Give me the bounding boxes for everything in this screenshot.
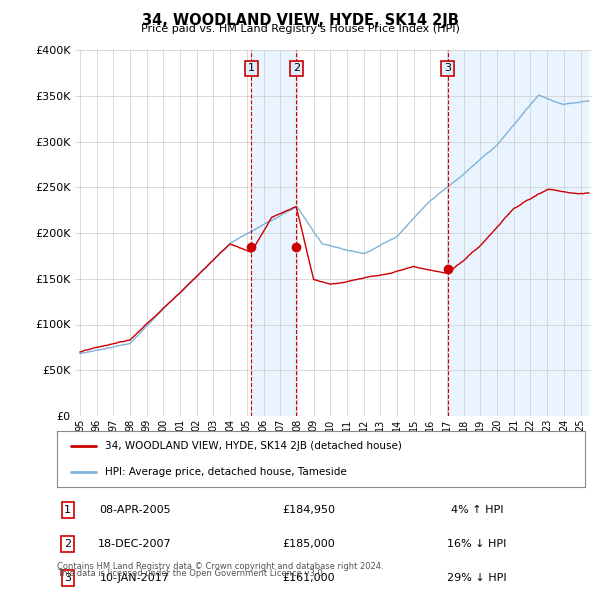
Text: 29% ↓ HPI: 29% ↓ HPI <box>447 573 507 583</box>
Text: 3: 3 <box>64 573 71 583</box>
Text: 34, WOODLAND VIEW, HYDE, SK14 2JB: 34, WOODLAND VIEW, HYDE, SK14 2JB <box>142 13 458 28</box>
Bar <box>251 50 296 416</box>
Text: 2: 2 <box>64 539 71 549</box>
Text: HPI: Average price, detached house, Tameside: HPI: Average price, detached house, Tame… <box>104 467 346 477</box>
Text: 1: 1 <box>64 505 71 514</box>
Bar <box>448 50 589 416</box>
Text: This data is licensed under the Open Government Licence v3.0.: This data is licensed under the Open Gov… <box>57 569 325 578</box>
Text: 3: 3 <box>444 64 451 73</box>
Text: Price paid vs. HM Land Registry's House Price Index (HPI): Price paid vs. HM Land Registry's House … <box>140 24 460 34</box>
Text: 10-JAN-2017: 10-JAN-2017 <box>100 573 170 583</box>
Text: 18-DEC-2007: 18-DEC-2007 <box>98 539 172 549</box>
Text: 34, WOODLAND VIEW, HYDE, SK14 2JB (detached house): 34, WOODLAND VIEW, HYDE, SK14 2JB (detac… <box>104 441 401 451</box>
Text: 4% ↑ HPI: 4% ↑ HPI <box>451 505 503 514</box>
Text: £161,000: £161,000 <box>283 573 335 583</box>
Text: 1: 1 <box>248 64 255 73</box>
Text: £185,000: £185,000 <box>283 539 335 549</box>
Text: Contains HM Land Registry data © Crown copyright and database right 2024.: Contains HM Land Registry data © Crown c… <box>57 562 383 571</box>
Text: 16% ↓ HPI: 16% ↓ HPI <box>448 539 506 549</box>
Text: 2: 2 <box>293 64 300 73</box>
Text: 08-APR-2005: 08-APR-2005 <box>99 505 171 514</box>
Text: £184,950: £184,950 <box>283 505 335 514</box>
